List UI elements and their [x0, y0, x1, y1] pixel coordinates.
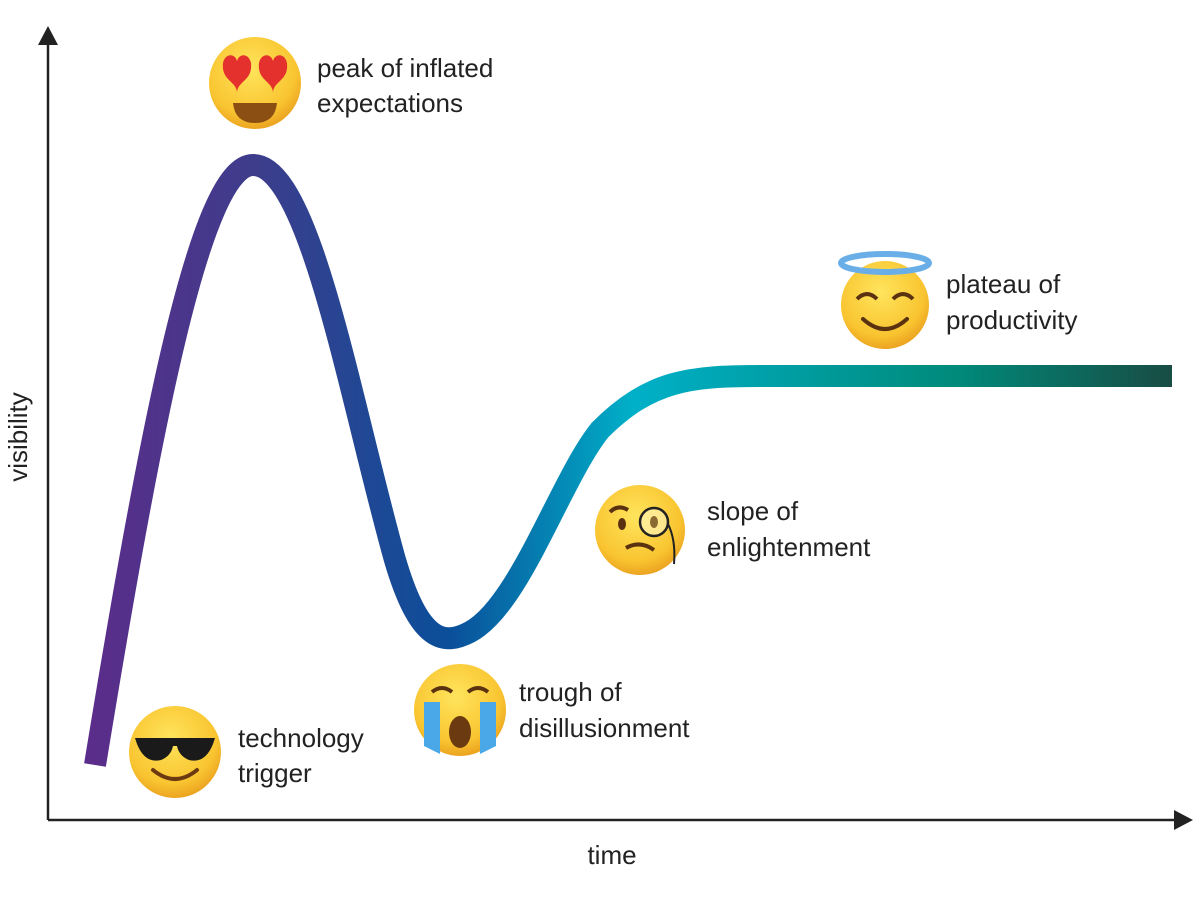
- y-axis: [38, 26, 58, 820]
- phase-label: plateau of: [946, 269, 1061, 299]
- x-axis-label: time: [587, 840, 636, 870]
- phase-label: peak of inflated: [317, 53, 493, 83]
- crying-face-icon: [414, 664, 506, 756]
- phase-label: disillusionment: [519, 713, 690, 743]
- halo-face-icon: [838, 251, 932, 349]
- sunglasses-face-icon: [129, 706, 221, 798]
- phase-label: technology: [238, 723, 364, 753]
- phase-label: slope of: [707, 496, 799, 526]
- x-axis-arrow-icon: [1174, 810, 1193, 830]
- y-axis-label: visibility: [3, 392, 33, 482]
- phase-label: trigger: [238, 758, 312, 788]
- monocle-face-icon: [595, 485, 685, 575]
- phase-label: enlightenment: [707, 532, 871, 562]
- heart-eyes-face-icon: [209, 37, 301, 129]
- hype-curve: [84, 153, 1172, 767]
- phase-label: productivity: [946, 305, 1078, 335]
- x-axis: [48, 810, 1193, 830]
- y-axis-arrow-icon: [38, 26, 58, 45]
- phase-label: trough of: [519, 677, 622, 707]
- phase-label: expectations: [317, 88, 463, 118]
